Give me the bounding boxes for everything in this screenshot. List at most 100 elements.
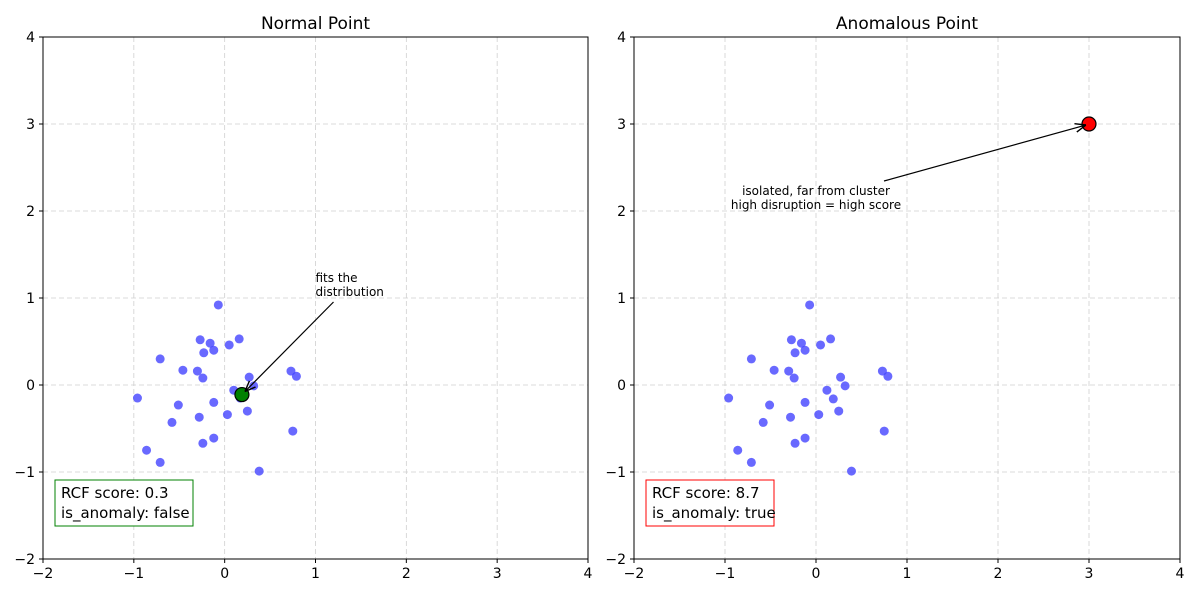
x-tick-label: −2 xyxy=(624,566,645,582)
x-tick-label: 2 xyxy=(994,566,1003,582)
cluster-point xyxy=(209,345,219,355)
cluster-point xyxy=(840,381,850,391)
cluster-point xyxy=(800,345,810,355)
score-box xyxy=(54,479,194,527)
x-tick-label: −1 xyxy=(715,566,736,582)
y-tick-label: 1 xyxy=(26,291,35,307)
cluster-point xyxy=(167,417,177,427)
cluster-point xyxy=(291,371,301,381)
x-tick-label: 3 xyxy=(493,566,502,582)
annotation-text: distribution xyxy=(316,285,384,299)
x-tick-label: 1 xyxy=(903,566,912,582)
y-tick-label: 3 xyxy=(617,117,626,133)
cluster-point xyxy=(790,348,800,358)
cluster-point xyxy=(814,410,824,420)
cluster-point xyxy=(746,457,756,467)
cluster-point xyxy=(142,445,152,455)
cluster-point xyxy=(155,457,165,467)
x-tick-label: −2 xyxy=(33,566,54,582)
cluster-point xyxy=(213,300,223,310)
y-tick-label: −2 xyxy=(605,552,626,568)
cluster-point xyxy=(288,426,298,436)
cluster-point xyxy=(789,373,799,383)
cluster-point xyxy=(784,366,794,376)
cluster-point xyxy=(786,335,796,345)
cluster-point xyxy=(254,466,264,476)
cluster-point xyxy=(178,365,188,375)
cluster-point xyxy=(242,406,252,416)
cluster-point xyxy=(199,348,209,358)
cluster-point xyxy=(205,338,215,348)
subplot-title: Anomalous Point xyxy=(836,14,978,34)
cluster-point xyxy=(724,393,734,403)
y-tick-label: −1 xyxy=(14,465,35,481)
cluster-point xyxy=(209,397,219,407)
cluster-point xyxy=(765,400,775,410)
y-tick-label: 2 xyxy=(617,204,626,220)
cluster-point xyxy=(192,366,202,376)
cluster-point xyxy=(822,385,832,395)
cluster-point xyxy=(195,335,205,345)
y-tick-label: 0 xyxy=(617,378,626,394)
subplot-title: Normal Point xyxy=(261,14,370,34)
annotation-text: high disruption = high score xyxy=(731,198,901,212)
cluster-point xyxy=(816,340,826,350)
cluster-point xyxy=(836,372,846,382)
cluster-point xyxy=(155,354,165,364)
cluster-point xyxy=(198,373,208,383)
cluster-point xyxy=(846,466,856,476)
cluster-point xyxy=(834,406,844,416)
annotation-text: isolated, far from cluster xyxy=(742,184,890,198)
score-box xyxy=(645,479,775,527)
score-box-text: RCF score: 8.7 xyxy=(652,484,760,502)
y-tick-label: 4 xyxy=(617,30,626,46)
cluster-point xyxy=(209,433,219,443)
cluster-point xyxy=(790,438,800,448)
cluster-point xyxy=(800,397,810,407)
cluster-point xyxy=(758,417,768,427)
score-box-text: is_anomaly: false xyxy=(61,504,190,523)
annotation-arrow xyxy=(245,301,334,392)
cluster-point xyxy=(879,426,889,436)
annotation-arrow xyxy=(883,125,1086,182)
cluster-point xyxy=(198,438,208,448)
cluster-point xyxy=(883,371,893,381)
cluster-point xyxy=(244,372,254,382)
x-tick-label: 3 xyxy=(1085,566,1094,582)
cluster-point xyxy=(805,300,815,310)
cluster-point xyxy=(222,410,232,420)
x-tick-label: 0 xyxy=(220,566,229,582)
score-box-text: is_anomaly: true xyxy=(652,504,776,523)
subplot-anomalous: −2 −1 0 1 2 3 4 −2 −1 0 1 2 3 4 isolated, far from clu… xyxy=(605,14,1184,582)
x-tick-label: −1 xyxy=(124,566,145,582)
highlighted-point xyxy=(1081,116,1097,132)
y-tick-label: 2 xyxy=(26,204,35,220)
annotation-text: fits the xyxy=(316,271,358,285)
cluster-point xyxy=(796,338,806,348)
y-tick-label: 3 xyxy=(26,117,35,133)
y-tick-label: −2 xyxy=(14,552,35,568)
cluster-point xyxy=(173,400,183,410)
cluster-point xyxy=(234,334,244,344)
cluster-point xyxy=(786,412,796,422)
y-tick-label: 1 xyxy=(617,291,626,307)
cluster-point xyxy=(224,340,234,350)
y-tick-label: −1 xyxy=(605,465,626,481)
y-tick-label: 4 xyxy=(26,30,35,46)
cluster-point xyxy=(826,334,836,344)
x-tick-label: 2 xyxy=(402,566,411,582)
cluster-point xyxy=(828,394,838,404)
x-tick-label: 4 xyxy=(1176,566,1185,582)
cluster-point xyxy=(733,445,743,455)
score-box-text: RCF score: 0.3 xyxy=(61,484,169,502)
cluster-point xyxy=(194,412,204,422)
cluster-point xyxy=(769,365,779,375)
cluster-point xyxy=(746,354,756,364)
x-tick-label: 4 xyxy=(584,566,593,582)
axes-frame xyxy=(42,36,589,560)
cluster-point xyxy=(132,393,142,403)
x-tick-label: 0 xyxy=(812,566,821,582)
y-tick-label: 0 xyxy=(26,378,35,394)
